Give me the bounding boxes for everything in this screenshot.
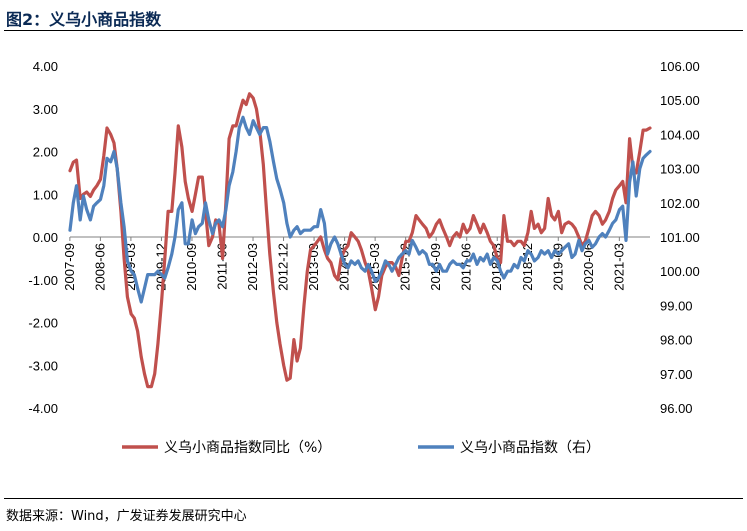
right-tick-label: 98.00 xyxy=(660,333,693,348)
right-tick-label: 102.00 xyxy=(660,196,700,211)
x-tick-label: 2011-06 xyxy=(214,243,229,290)
x-tick-label: 2010-09 xyxy=(184,243,199,291)
right-tick-label: 105.00 xyxy=(660,93,700,108)
right-tick-label: 100.00 xyxy=(660,264,700,279)
left-tick-label: 0.00 xyxy=(33,230,58,245)
left-tick-label: 2.00 xyxy=(33,145,58,160)
x-tick-label: 2017-06 xyxy=(459,243,474,291)
right-tick-label: 106.00 xyxy=(660,59,700,74)
x-tick-label: 2012-03 xyxy=(245,243,260,291)
left-tick-label: -3.00 xyxy=(28,358,58,373)
legend-label: 义乌小商品指数（右） xyxy=(460,440,600,456)
left-tick-label: -4.00 xyxy=(28,401,58,416)
x-tick-label: 2020-06 xyxy=(581,243,596,291)
left-tick-label: 4.00 xyxy=(33,59,58,74)
x-tick-label: 2008-06 xyxy=(92,243,107,291)
x-tick-label: 2007-09 xyxy=(62,243,77,291)
source-rule xyxy=(4,498,743,499)
right-tick-label: 101.00 xyxy=(660,230,700,245)
x-tick-label: 2012-12 xyxy=(276,243,291,291)
legend-label: 义乌小商品指数同比（%） xyxy=(164,440,331,456)
title-rule xyxy=(4,30,743,31)
left-tick-label: -1.00 xyxy=(28,273,58,288)
right-tick-label: 104.00 xyxy=(660,127,700,142)
right-tick-label: 103.00 xyxy=(660,162,700,177)
figure-title: 图2：义乌小商品指数 xyxy=(6,10,162,29)
right-tick-label: 96.00 xyxy=(660,401,693,416)
series-line-yoy xyxy=(68,92,652,389)
left-tick-label: -2.00 xyxy=(28,316,58,331)
left-tick-label: 1.00 xyxy=(33,187,58,202)
left-tick-label: 3.00 xyxy=(33,102,58,117)
source-note: 数据来源：Wind，广发证券发展研究中心 xyxy=(6,509,247,524)
series-line-index xyxy=(68,115,652,304)
right-tick-label: 99.00 xyxy=(660,298,693,313)
right-tick-label: 97.00 xyxy=(660,367,693,382)
line-chart: 4.00 3.00 2.00 1.00 0.00 -1.00 -2.00 -3.00 -4.00… xyxy=(28,59,700,456)
x-tick-label: 2021-03 xyxy=(611,243,626,291)
